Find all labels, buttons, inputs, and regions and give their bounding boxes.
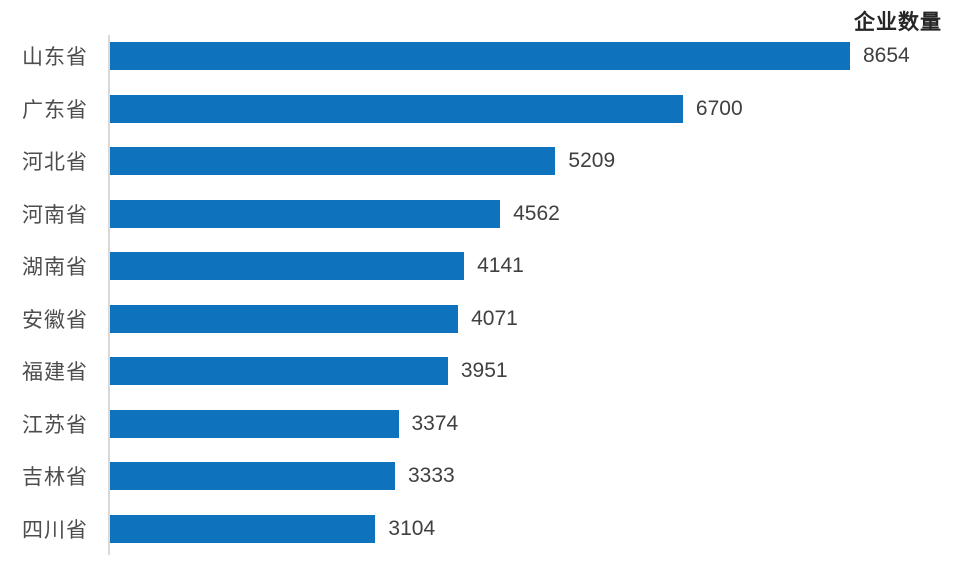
bar-rows: 山东省 8654 广东省 6700 河北省 5209 河南省 4562 湖南省 4141 安徽省 40… <box>0 30 959 555</box>
value-label: 4071 <box>471 306 518 330</box>
bar-area: 8654 <box>110 30 910 83</box>
bar-row: 湖南省 4141 <box>0 240 959 293</box>
bar-row: 广东省 6700 <box>0 83 959 136</box>
bar-row: 河北省 5209 <box>0 135 959 188</box>
category-label: 河南省 <box>22 202 88 227</box>
bar-area: 5209 <box>110 135 615 188</box>
bar <box>110 147 556 176</box>
bar-row: 河南省 4562 <box>0 188 959 241</box>
bar-area: 3333 <box>110 450 455 503</box>
value-label: 4562 <box>513 201 560 225</box>
category-label: 四川省 <box>22 517 88 542</box>
value-label: 6700 <box>695 96 743 120</box>
chart-title: 企业数量 <box>854 11 942 34</box>
value-label: 5209 <box>568 149 616 173</box>
category-label: 福建省 <box>22 360 88 385</box>
value-label: 3104 <box>388 516 436 540</box>
bar-area: 3951 <box>110 345 508 398</box>
bar-row: 福建省 3951 <box>0 345 959 398</box>
bar-area: 3104 <box>110 503 435 556</box>
value-label: 8654 <box>863 44 910 68</box>
bar-area: 6700 <box>110 83 743 136</box>
category-label: 安徽省 <box>22 307 88 332</box>
bar <box>110 462 395 491</box>
bar <box>110 252 465 281</box>
bar-row: 山东省 8654 <box>0 30 959 83</box>
y-axis-line <box>108 35 110 555</box>
bar-area: 4071 <box>110 293 518 346</box>
category-label: 吉林省 <box>22 465 88 490</box>
bar <box>110 357 448 386</box>
bar-area: 3374 <box>110 398 458 451</box>
bar-area: 4562 <box>110 188 560 241</box>
bar-row: 吉林省 3333 <box>0 450 959 503</box>
value-label: 3951 <box>460 359 508 383</box>
bar-area: 4141 <box>110 240 524 293</box>
bar-row: 江苏省 3374 <box>0 398 959 451</box>
bar-row: 安徽省 4071 <box>0 293 959 346</box>
value-label: 4141 <box>477 254 524 278</box>
bar <box>110 199 501 228</box>
value-label: 3333 <box>408 464 455 488</box>
category-label: 山东省 <box>22 45 88 70</box>
bar <box>110 304 459 333</box>
category-label: 广东省 <box>22 97 88 122</box>
value-label: 3374 <box>411 411 459 435</box>
bar <box>110 94 683 123</box>
bar-row: 四川省 3104 <box>0 503 959 556</box>
bar <box>110 409 399 438</box>
bar <box>110 514 376 543</box>
category-label: 湖南省 <box>22 255 88 280</box>
category-label: 河北省 <box>22 150 88 175</box>
bar <box>110 42 850 71</box>
category-label: 江苏省 <box>22 412 88 437</box>
